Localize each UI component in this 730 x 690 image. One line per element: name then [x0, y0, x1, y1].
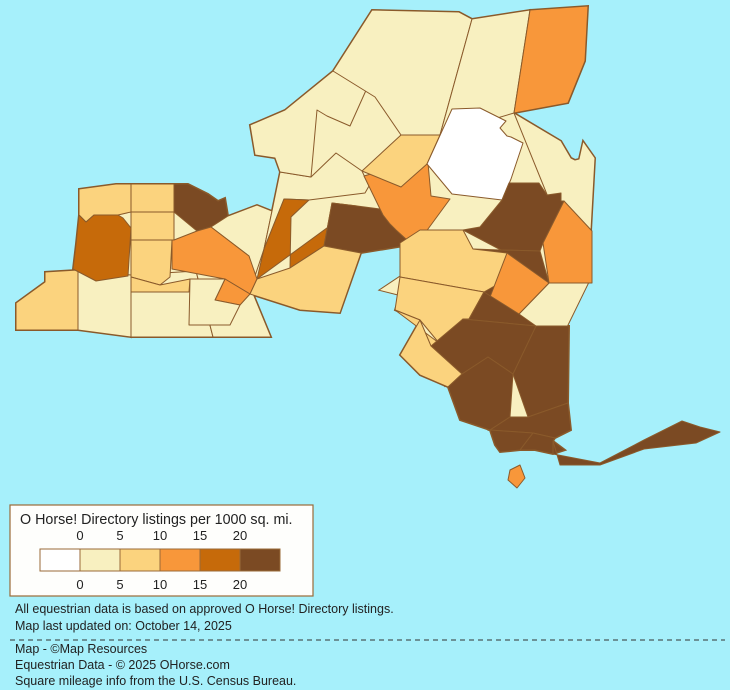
svg-text:Square mileage info from the U: Square mileage info from the U.S. Census…: [15, 674, 296, 688]
svg-text:0: 0: [76, 577, 83, 592]
svg-text:10: 10: [153, 577, 167, 592]
svg-text:Map - ©Map Resources: Map - ©Map Resources: [15, 642, 147, 656]
svg-text:10: 10: [153, 528, 167, 543]
svg-text:20: 20: [233, 528, 247, 543]
svg-text:Equestrian Data - © 2025 OHors: Equestrian Data - © 2025 OHorse.com: [15, 658, 230, 672]
svg-text:O Horse! Directory listings pe: O Horse! Directory listings per 1000 sq.…: [20, 512, 293, 528]
svg-text:5: 5: [116, 577, 123, 592]
svg-text:All equestrian data is based o: All equestrian data is based on approved…: [15, 602, 394, 616]
svg-text:0: 0: [76, 528, 83, 543]
svg-text:15: 15: [193, 577, 207, 592]
svg-text:5: 5: [116, 528, 123, 543]
svg-text:Map last updated on: October 1: Map last updated on: October 14, 2025: [15, 619, 232, 633]
svg-text:20: 20: [233, 577, 247, 592]
svg-text:15: 15: [193, 528, 207, 543]
